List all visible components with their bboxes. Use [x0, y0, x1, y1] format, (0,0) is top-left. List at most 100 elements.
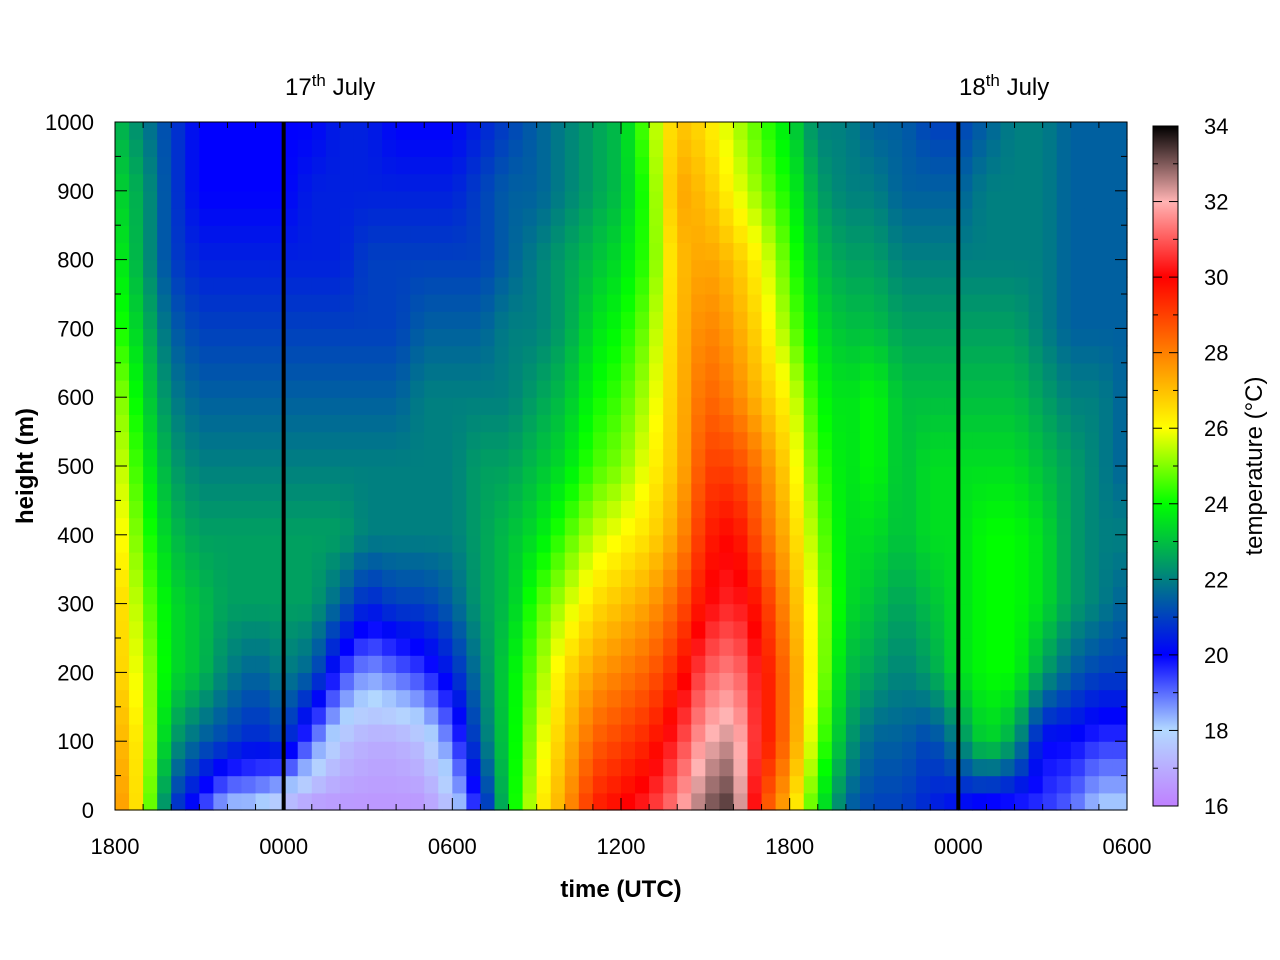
heatmap-cell: [902, 534, 917, 553]
heatmap-cell: [888, 311, 903, 329]
heatmap-cell: [255, 706, 271, 725]
heatmap-cell: [1112, 122, 1128, 140]
heatmap-cell: [536, 328, 552, 347]
heatmap-cell: [157, 534, 172, 553]
heatmap-cell: [705, 208, 720, 226]
heatmap-cell: [677, 569, 692, 587]
heatmap-cell: [733, 311, 749, 329]
heatmap-cell: [1070, 638, 1086, 656]
heatmap-cell: [649, 362, 664, 381]
heatmap-cell: [424, 122, 439, 140]
heatmap-cell: [550, 173, 566, 192]
heatmap-cell: [649, 259, 664, 278]
heatmap-cell: [747, 603, 763, 622]
heatmap-cell: [831, 706, 847, 725]
heatmap-cell: [859, 208, 875, 226]
heatmap-cell: [1084, 139, 1100, 157]
heatmap-cell: [269, 311, 285, 329]
heatmap-cell: [705, 276, 720, 295]
heatmap-cell: [283, 655, 299, 673]
heatmap-cell: [466, 500, 482, 519]
heatmap-cell: [213, 689, 229, 708]
heatmap-cell: [508, 208, 524, 226]
heatmap-cell: [705, 173, 720, 192]
heatmap-cell: [958, 276, 973, 295]
heatmap-cell: [874, 552, 889, 570]
heatmap-cell: [930, 603, 945, 622]
heatmap-cell: [621, 534, 636, 553]
heatmap-cell: [677, 122, 692, 140]
heatmap-cell: [213, 792, 229, 811]
heatmap-cell: [663, 620, 678, 639]
heatmap-cell: [255, 483, 271, 501]
heatmap-cell: [424, 311, 439, 329]
heatmap-cell: [466, 294, 482, 312]
heatmap-cell: [859, 397, 875, 415]
heatmap-cell: [859, 380, 875, 398]
heatmap-cell: [874, 362, 889, 381]
heatmap-cell: [241, 758, 257, 777]
heatmap-cell: [353, 517, 369, 536]
heatmap-cell: [1028, 294, 1044, 312]
heatmap-cell: [353, 483, 369, 501]
heatmap-cell: [916, 397, 931, 415]
heatmap-cell: [930, 414, 945, 433]
heatmap-cell: [958, 792, 973, 811]
heatmap-cell: [213, 311, 229, 329]
heatmap-cell: [269, 362, 285, 381]
heatmap-cell: [817, 569, 833, 587]
heatmap-cell: [1112, 139, 1128, 157]
heatmap-cell: [410, 569, 425, 587]
heatmap-cell: [129, 431, 144, 450]
heatmap-cell: [817, 483, 833, 501]
heatmap-cell: [227, 345, 243, 364]
heatmap-cell: [1070, 242, 1086, 261]
heatmap-cell: [480, 689, 496, 708]
heatmap-cell: [311, 672, 327, 691]
heatmap-cell: [817, 706, 833, 725]
heatmap-cell: [649, 122, 664, 140]
heatmap-cell: [185, 345, 200, 364]
heatmap-cell: [958, 483, 973, 501]
heatmap-cell: [129, 689, 144, 708]
heatmap-cell: [831, 534, 847, 553]
heatmap-cell: [635, 431, 650, 450]
heatmap-cell: [1056, 534, 1072, 553]
heatmap-cell: [297, 724, 313, 742]
heatmap-cell: [269, 259, 285, 278]
heatmap-cell: [1042, 620, 1058, 639]
heatmap-cell: [747, 534, 763, 553]
heatmap-cell: [747, 380, 763, 398]
heatmap-cell: [775, 792, 791, 811]
heatmap-cell: [930, 758, 945, 777]
heatmap-cell: [213, 173, 229, 192]
heatmap-cell: [902, 792, 917, 811]
heatmap-cell: [368, 638, 383, 656]
heatmap-cell: [902, 500, 917, 519]
heatmap-cell: [143, 397, 158, 415]
heatmap-cell: [592, 173, 608, 192]
heatmap-cell: [339, 208, 355, 226]
heatmap-cell: [494, 638, 510, 656]
heatmap-cell: [944, 173, 959, 192]
heatmap-cell: [522, 328, 538, 347]
heatmap-cell: [663, 414, 678, 433]
heatmap-cell: [831, 362, 847, 381]
heatmap-cell: [775, 517, 791, 536]
heatmap-cell: [1112, 741, 1128, 759]
heatmap-cell: [606, 706, 622, 725]
heatmap-cell: [649, 758, 664, 777]
heatmap-cell: [466, 259, 482, 278]
heatmap-cell: [958, 139, 973, 157]
heatmap-cell: [213, 414, 229, 433]
heatmap-cell: [438, 294, 453, 312]
heatmap-cell: [958, 706, 973, 725]
heatmap-cell: [944, 208, 959, 226]
heatmap-cell: [1070, 259, 1086, 278]
heatmap-cell: [522, 689, 538, 708]
heatmap-cell: [522, 466, 538, 484]
heatmap-cell: [522, 380, 538, 398]
heatmap-cell: [831, 586, 847, 605]
heatmap-cell: [705, 190, 720, 209]
heatmap-cell: [845, 448, 861, 467]
